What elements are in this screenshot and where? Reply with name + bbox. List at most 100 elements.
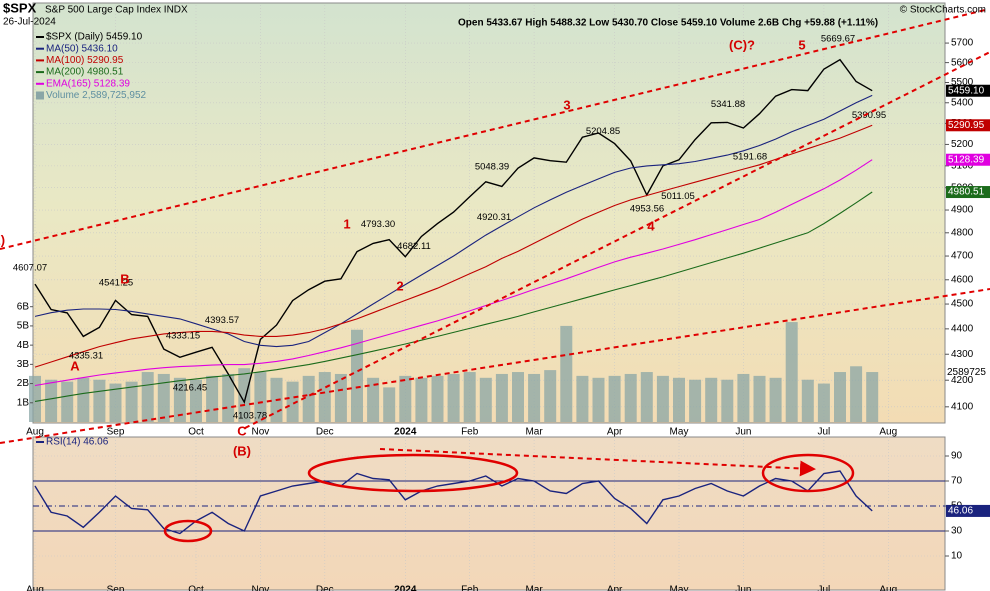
volume-bar (45, 379, 58, 422)
volume-bar (383, 387, 396, 422)
wave-label: 3 (563, 97, 570, 112)
y-tick-label: 4300 (951, 349, 974, 360)
volume-bar (689, 379, 702, 422)
volume-bar (608, 375, 621, 422)
y-tick-label: 4600 (951, 274, 974, 285)
circle (163, 519, 213, 543)
volume-bar (817, 383, 830, 422)
series-line (34, 94, 873, 348)
y-tick-label: 4700 (951, 251, 974, 262)
volume-bar (431, 375, 444, 422)
volume-bar (785, 322, 798, 422)
x-tick-label: Jul (818, 585, 831, 591)
x-tick-label: Dec (316, 427, 334, 438)
price-label: 5669.67 (821, 33, 855, 44)
price-label: 5191.68 (733, 152, 767, 163)
y-tick-label: 5600 (951, 57, 974, 68)
volume-bar (109, 383, 122, 422)
legend-label: $SPX (Daily) 5459.10 (46, 32, 143, 43)
x-tick-label: Apr (607, 585, 623, 591)
subtitle: S&P 500 Large Cap Index INDX (45, 5, 188, 16)
x-tick-label: Oct (188, 427, 204, 438)
volume-bar (528, 373, 541, 422)
y-tick-label: 5200 (951, 139, 974, 150)
price-label: 4682.11 (397, 241, 431, 252)
volume-bar (544, 370, 557, 422)
symbol: $SPX (3, 0, 37, 15)
x-tick-label: Nov (252, 427, 270, 438)
volume-bar (318, 372, 331, 422)
x-tick-label: Feb (461, 585, 479, 591)
volume-bar (512, 372, 524, 422)
volume-bar (415, 377, 428, 422)
legend-label: RSI(14) 46.06 (46, 437, 109, 448)
volume-tick-label: 5B (17, 321, 30, 332)
x-tick-label: Nov (252, 585, 270, 591)
x-tick-label: 2024 (394, 427, 417, 438)
y-tick-label: 4100 (951, 401, 974, 412)
price-label: 4393.57 (205, 315, 239, 326)
wave-label: B (120, 271, 129, 286)
price-label: 4335.31 (69, 351, 103, 362)
series-line (34, 159, 873, 387)
rsi-circles (163, 453, 855, 543)
volume-bar (367, 377, 380, 422)
long-support (0, 288, 990, 444)
legend-label: Volume 2,589,725,952 (46, 90, 147, 101)
quote: Open 5433.67 High 5488.32 Low 5430.70 Cl… (458, 18, 878, 29)
volume-bar (495, 373, 508, 422)
volume-bar (592, 377, 605, 422)
volume-bar (640, 372, 653, 422)
volume-bar (673, 377, 685, 422)
y-tick-label: 4900 (951, 205, 974, 216)
last-value-box (946, 153, 990, 166)
volume-bar (769, 377, 782, 422)
price-label: 4920.31 (477, 212, 511, 223)
legend-label: MA(100) 5290.95 (46, 55, 124, 66)
wave-label: (B) (233, 443, 251, 458)
x-tick-label: Sep (107, 585, 125, 591)
last-value-box (946, 84, 990, 97)
volume-bar (206, 375, 219, 422)
y-tick-label: 5100 (951, 161, 974, 172)
date: 26-Jul-2024 (3, 17, 56, 28)
price-label: 4103.78 (233, 410, 267, 421)
y-tick-label: 70 (951, 476, 963, 487)
volume-bar (737, 373, 750, 422)
x-tick-label: Oct (188, 585, 204, 591)
y-tick-label: 5500 (951, 77, 974, 88)
wave-label: C (237, 423, 247, 438)
x-tick-label: 2024 (394, 585, 417, 591)
x-tick-label: Apr (607, 427, 623, 438)
volume-bar (61, 381, 74, 422)
y-tick-label: 4800 (951, 227, 974, 238)
price-label: 4793.30 (361, 219, 395, 230)
channel-upper (0, 9, 986, 250)
x-tick-label: May (670, 585, 689, 591)
x-tick-label: Aug (879, 585, 897, 591)
volume-bar (866, 372, 879, 422)
legend-swatch (36, 91, 44, 100)
wave-label: (C)? (729, 37, 755, 52)
y-tick-label: 5700 (951, 38, 974, 49)
wave-label: 2 (396, 278, 403, 293)
y-tick-label: 30 (951, 526, 963, 537)
x-tick-label: Jun (735, 427, 751, 438)
y-tick-label: 90 (951, 451, 963, 462)
volume-bar (705, 377, 718, 422)
volume-bar (286, 381, 299, 422)
y-tick-label: 4400 (951, 323, 974, 334)
volume-bar (334, 373, 347, 422)
x-tick-label: Mar (525, 585, 543, 591)
price-label: 5204.85 (586, 126, 620, 137)
price-label: 5390.95 (852, 110, 886, 121)
x-tick-label: Dec (316, 585, 334, 591)
volume-bar (624, 373, 637, 422)
circle (761, 453, 855, 493)
rsi-divergence (379, 448, 816, 477)
volume-last-label: 2589725 (947, 367, 986, 378)
volume-bar (560, 325, 573, 422)
volume-bar (753, 375, 766, 422)
volume-bar (463, 372, 476, 422)
x-tick-label: Mar (525, 427, 543, 438)
